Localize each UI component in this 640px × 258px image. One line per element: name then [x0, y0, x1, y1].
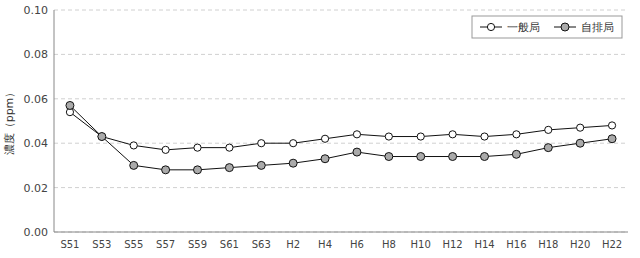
x-tick-label: H14	[474, 239, 494, 250]
data-point	[257, 161, 265, 169]
data-point	[449, 131, 456, 138]
grid-line	[54, 54, 628, 55]
data-point	[417, 153, 425, 161]
grid-line	[54, 187, 628, 188]
x-tick-label: S59	[188, 239, 207, 250]
data-point	[130, 142, 137, 149]
x-tick-label: H12	[442, 239, 462, 250]
x-tick-label: S63	[252, 239, 271, 250]
x-tick-label: H2	[286, 239, 300, 250]
series-line	[70, 112, 612, 150]
x-tick-label: S51	[60, 239, 79, 250]
data-point	[353, 131, 360, 138]
data-point	[226, 144, 233, 151]
x-tick-label: H10	[411, 239, 431, 250]
data-point	[608, 122, 615, 129]
x-tick-label: H4	[318, 239, 332, 250]
data-point	[544, 144, 552, 152]
data-point	[577, 124, 584, 131]
data-point	[513, 131, 520, 138]
legend-label: 一般局	[507, 21, 540, 34]
data-point	[225, 164, 233, 172]
data-point	[162, 166, 170, 174]
legend-label: 自排局	[581, 21, 614, 34]
data-point	[290, 140, 297, 147]
data-point	[385, 153, 393, 161]
x-tick-label: H6	[350, 239, 364, 250]
data-point	[194, 144, 201, 151]
x-tick-label: H20	[570, 239, 590, 250]
y-tick-label: 0.04	[24, 137, 49, 150]
data-point	[576, 139, 584, 147]
grid-line	[54, 98, 628, 99]
legend: 一般局 自排局	[472, 16, 622, 38]
series-line	[70, 105, 612, 169]
data-point	[353, 148, 361, 156]
data-point	[449, 153, 457, 161]
data-point	[481, 153, 489, 161]
data-point	[98, 133, 106, 141]
legend-marker	[487, 23, 494, 30]
x-tick-label: S61	[220, 239, 239, 250]
x-tick-label: H18	[538, 239, 558, 250]
data-point	[608, 135, 616, 143]
legend-marker	[561, 23, 569, 31]
y-tick-label: 0.08	[24, 48, 49, 61]
y-tick-label: 0.06	[24, 93, 49, 106]
chart: 0.00 0.02 0.04 0.06 0.08 0.10 S51 S53 S55 S57 S59 S…	[0, 0, 640, 258]
plot-area	[66, 101, 616, 173]
data-point	[321, 135, 328, 142]
x-tick-label: H16	[506, 239, 526, 250]
data-point	[194, 166, 202, 174]
data-point	[130, 161, 138, 169]
x-tick-label: S53	[92, 239, 111, 250]
y-axis-line	[54, 10, 55, 232]
x-tick-label: H8	[382, 239, 396, 250]
data-point	[321, 155, 329, 163]
data-point	[162, 146, 169, 153]
y-tick-label: 0.02	[24, 182, 49, 195]
data-point	[545, 126, 552, 133]
data-point	[385, 133, 392, 140]
data-point	[258, 140, 265, 147]
data-point	[66, 101, 74, 109]
data-point	[98, 133, 105, 140]
y-tick-label: 0.10	[24, 4, 49, 17]
data-point	[512, 150, 520, 158]
x-axis-line	[54, 232, 628, 233]
grid-line	[54, 10, 628, 11]
grid-line	[54, 232, 628, 233]
x-tick-label: H22	[602, 239, 622, 250]
x-tick-label: S57	[156, 239, 175, 250]
data-point	[289, 159, 297, 167]
y-axis-label: 濃度（ppm）	[3, 87, 16, 156]
x-tick-label: S55	[124, 239, 143, 250]
grid-line	[54, 143, 628, 144]
y-tick-label: 0.00	[24, 226, 49, 239]
legend-box	[472, 16, 622, 38]
data-point	[417, 133, 424, 140]
data-point	[481, 133, 488, 140]
